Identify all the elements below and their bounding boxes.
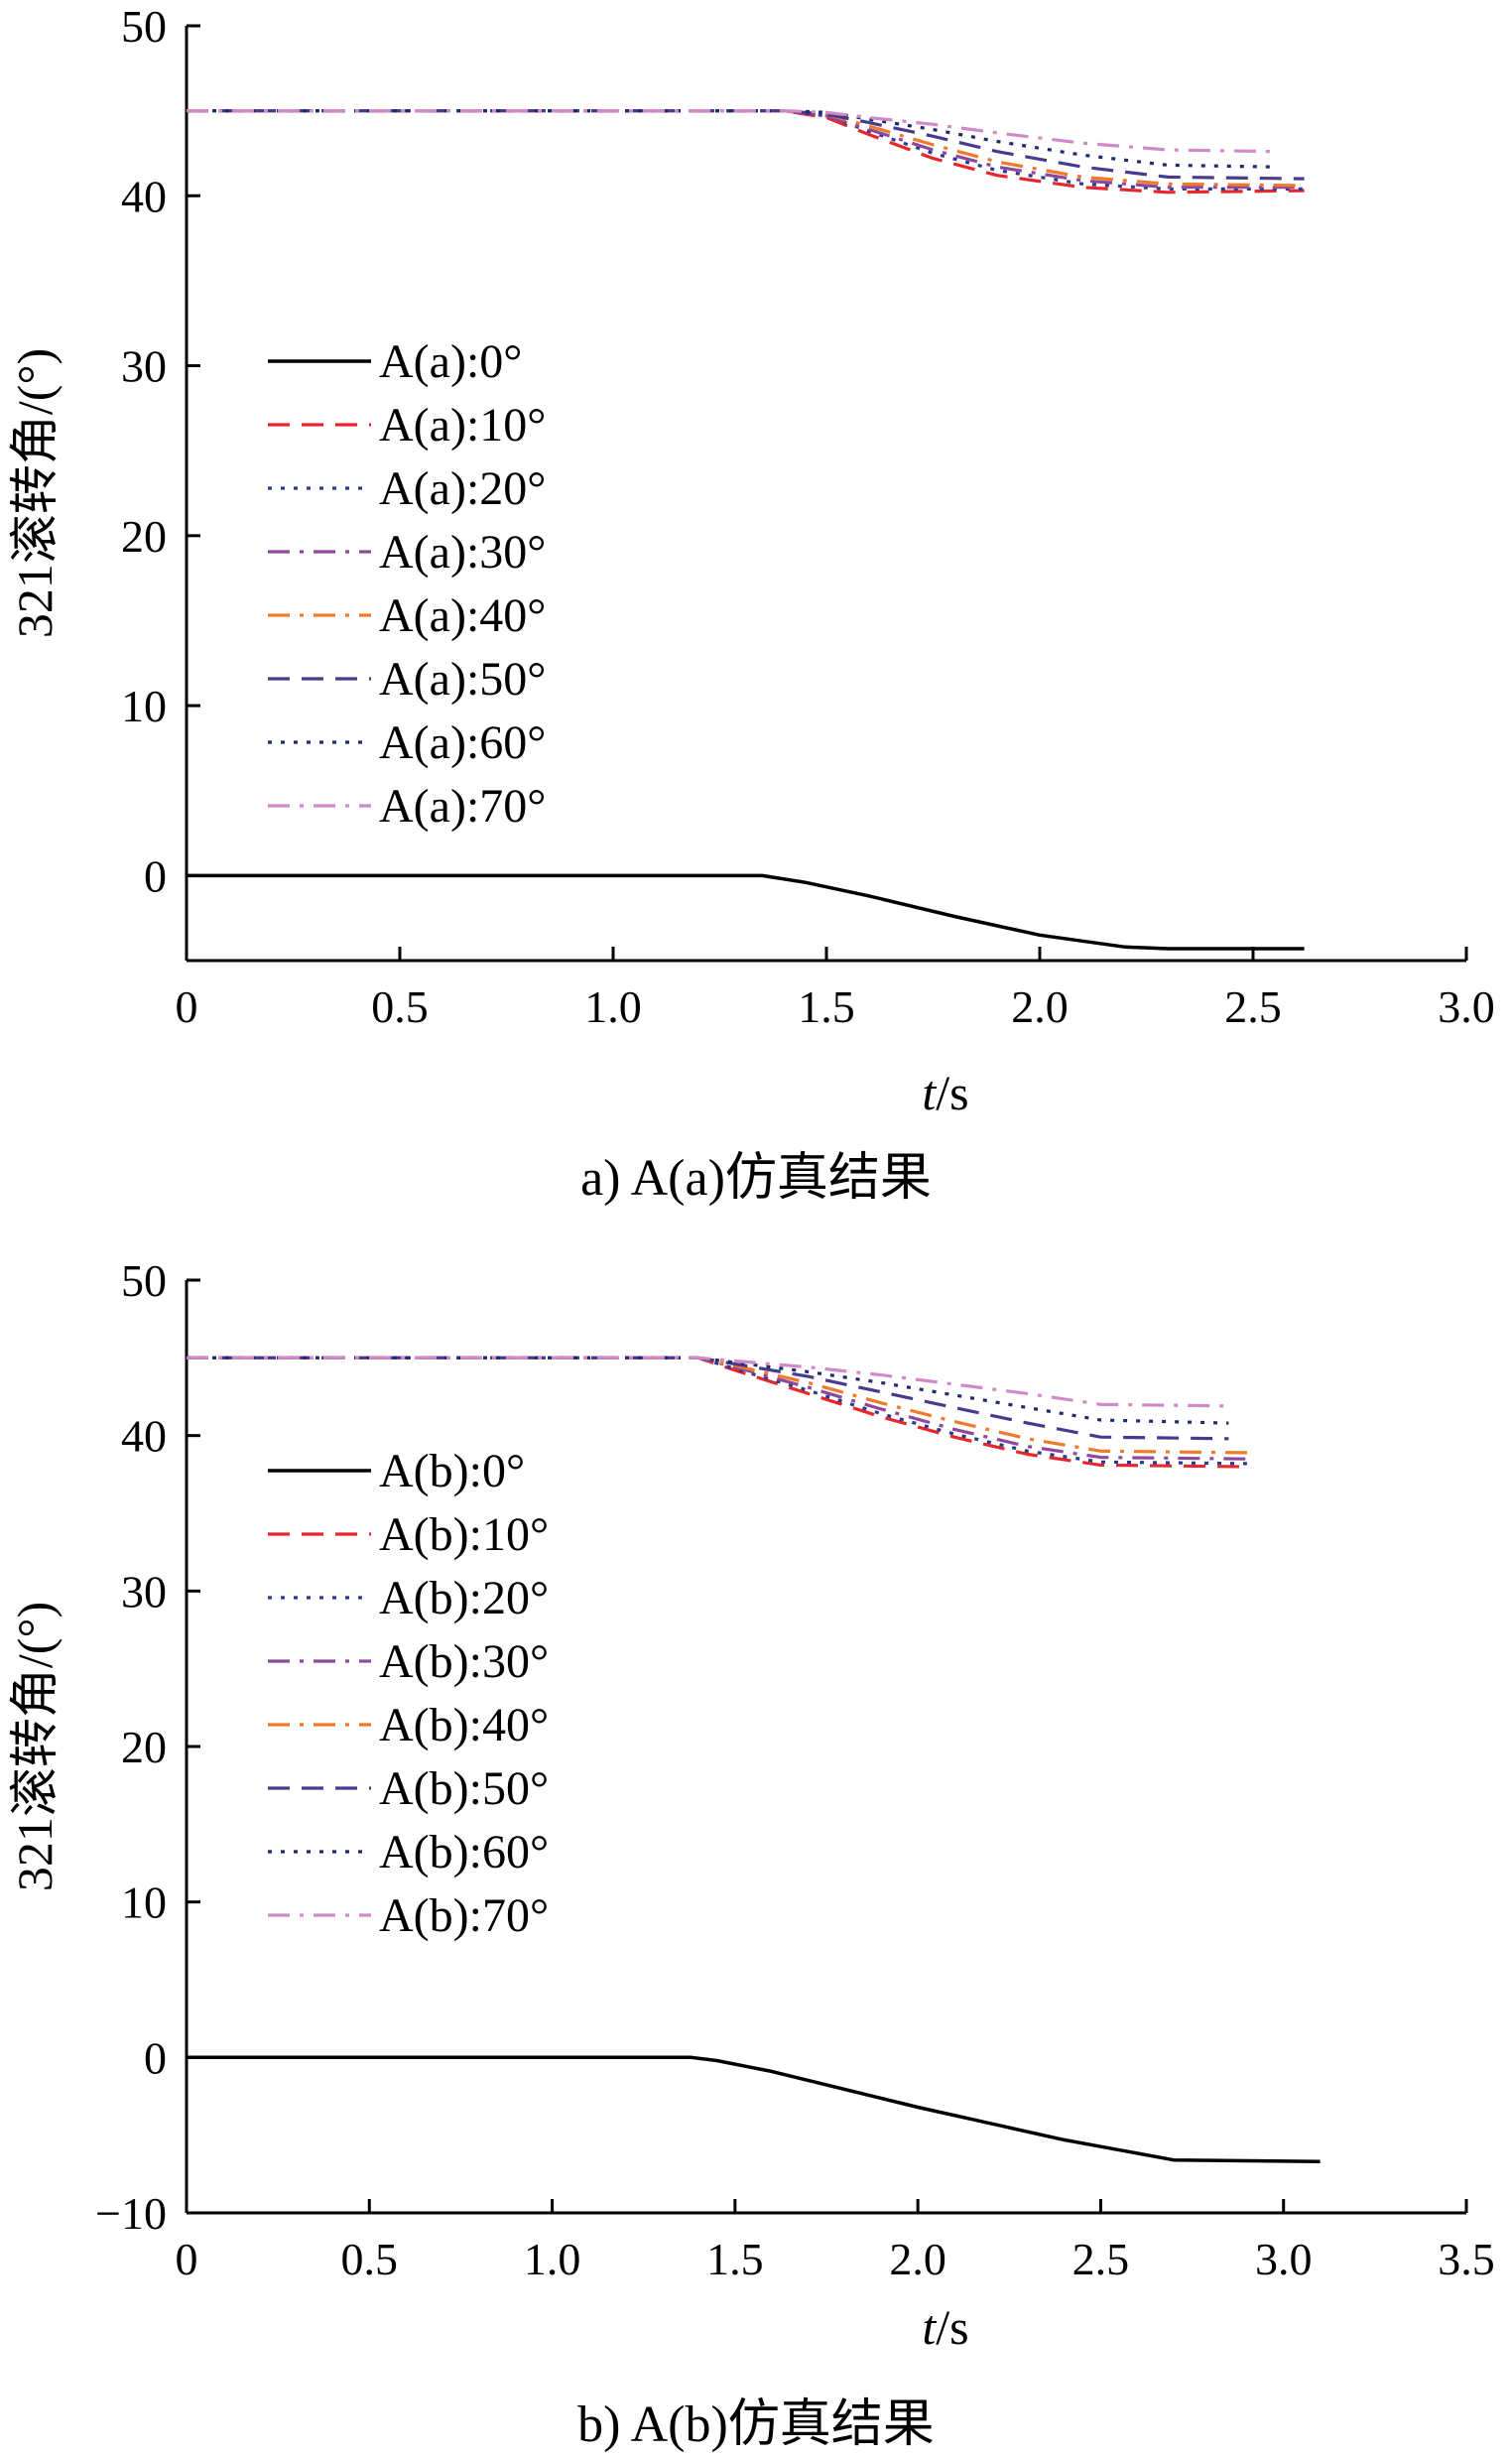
series-line-5 (187, 1356, 1229, 1441)
series-line-1 (187, 1356, 1247, 1469)
legend-label-3: A(a):30° (379, 526, 546, 579)
x-tick-label: 1.5 (798, 981, 855, 1032)
x-tick-label: 0.5 (341, 2234, 399, 2284)
legend-label-4: A(b):40° (379, 1699, 549, 1751)
x-tick-label: 2.0 (889, 2234, 946, 2284)
x-axis-title: t/s (922, 1065, 968, 1120)
legend-label-0: A(b):0° (379, 1445, 525, 1497)
legend-label-3: A(b):30° (379, 1635, 549, 1688)
series-line-2 (187, 1356, 1247, 1466)
series-line-0 (187, 2055, 1321, 2164)
x-axis-variable: t (922, 1065, 937, 1120)
series-line-4 (187, 1356, 1247, 1455)
y-tick-label: 20 (121, 511, 167, 562)
legend-label-0: A(a):0° (379, 335, 522, 388)
x-axis-title: t/s (922, 2299, 968, 2355)
series-line-5 (187, 108, 1305, 181)
x-tick-label: 0 (176, 2234, 198, 2284)
legend-label-1: A(a):10° (379, 399, 546, 452)
x-tick-label: 0.5 (371, 981, 429, 1032)
x-tick-label: 3.0 (1255, 2234, 1313, 2284)
series-line-2 (187, 108, 1305, 191)
legend-label-1: A(b):10° (379, 1508, 549, 1561)
y-axis-title: 321滚转角/(°) (7, 348, 63, 638)
x-tick-label: 3.0 (1438, 981, 1495, 1032)
y-axis-title: 321滚转角/(°) (7, 1602, 63, 1891)
x-tick-label: 1.0 (584, 981, 642, 1032)
y-tick-label: 10 (121, 1877, 167, 1928)
y-tick-label: 50 (121, 1, 167, 52)
series-line-0 (187, 873, 1305, 951)
x-axis-variable: t (922, 2299, 937, 2355)
legend-label-6: A(b):60° (379, 1826, 549, 1878)
legend: A(b):0° A(b):10° A(b):20° A(b):30° A(b):40° A… (268, 1445, 549, 1942)
series-line-6 (187, 1356, 1229, 1425)
x-tick-label: 2.5 (1072, 2234, 1130, 2284)
y-tick-label: −10 (95, 2188, 167, 2239)
legend-label-4: A(a):40° (379, 589, 546, 642)
figure-caption: b) A(b)仿真结果 (577, 2396, 935, 2453)
series-line-7 (187, 1356, 1229, 1408)
x-tick-label: 2.5 (1224, 981, 1282, 1032)
y-tick-label: 40 (121, 1411, 167, 1462)
series-line-1 (187, 108, 1305, 194)
y-tick-label: 30 (121, 1566, 167, 1617)
y-tick-label: 50 (121, 1255, 167, 1306)
y-tick-label: 0 (144, 2032, 167, 2083)
legend-label-7: A(a):70° (379, 780, 546, 833)
x-tick-label: 2.0 (1011, 981, 1069, 1032)
series-line-3 (187, 108, 1305, 190)
x-tick-label: 3.5 (1438, 2234, 1495, 2284)
legend-label-2: A(a):20° (379, 462, 546, 515)
y-tick-label: 10 (121, 681, 167, 731)
x-tick-label: 1.5 (706, 2234, 764, 2284)
x-tick-label: 1.0 (524, 2234, 581, 2284)
figure-caption: a) A(a)仿真结果 (580, 1150, 932, 1207)
legend-label-5: A(a):50° (379, 653, 546, 706)
legend-label-2: A(b):20° (379, 1572, 549, 1624)
series-line-3 (187, 1356, 1247, 1461)
chart-panel-a: 0 0.5 1.0 1.5 2.0 2.5 3.0 0 10 20 30 40 50 321滚转角/(°)… (7, 1, 1495, 1207)
x-axis-unit: /s (936, 1065, 968, 1120)
x-axis-unit: /s (936, 2299, 968, 2355)
x-tick-label: 0 (176, 981, 198, 1032)
y-tick-label: 30 (121, 341, 167, 392)
legend-label-7: A(b):70° (379, 1889, 549, 1942)
legend-label-5: A(b):50° (379, 1762, 549, 1815)
legend: A(a):0° A(a):10° A(a):20° A(a):30° A(a):40° A… (268, 335, 546, 833)
y-tick-label: 0 (144, 850, 167, 901)
chart-panel-b: 0 0.5 1.0 1.5 2.0 2.5 3.0 3.5−1001020304050321滚… (7, 1255, 1495, 2453)
y-tick-label: 20 (121, 1722, 167, 1772)
legend-label-6: A(a):60° (379, 716, 546, 769)
y-tick-label: 40 (121, 171, 167, 221)
series-line-6 (187, 108, 1275, 169)
series-line-7 (187, 108, 1275, 154)
